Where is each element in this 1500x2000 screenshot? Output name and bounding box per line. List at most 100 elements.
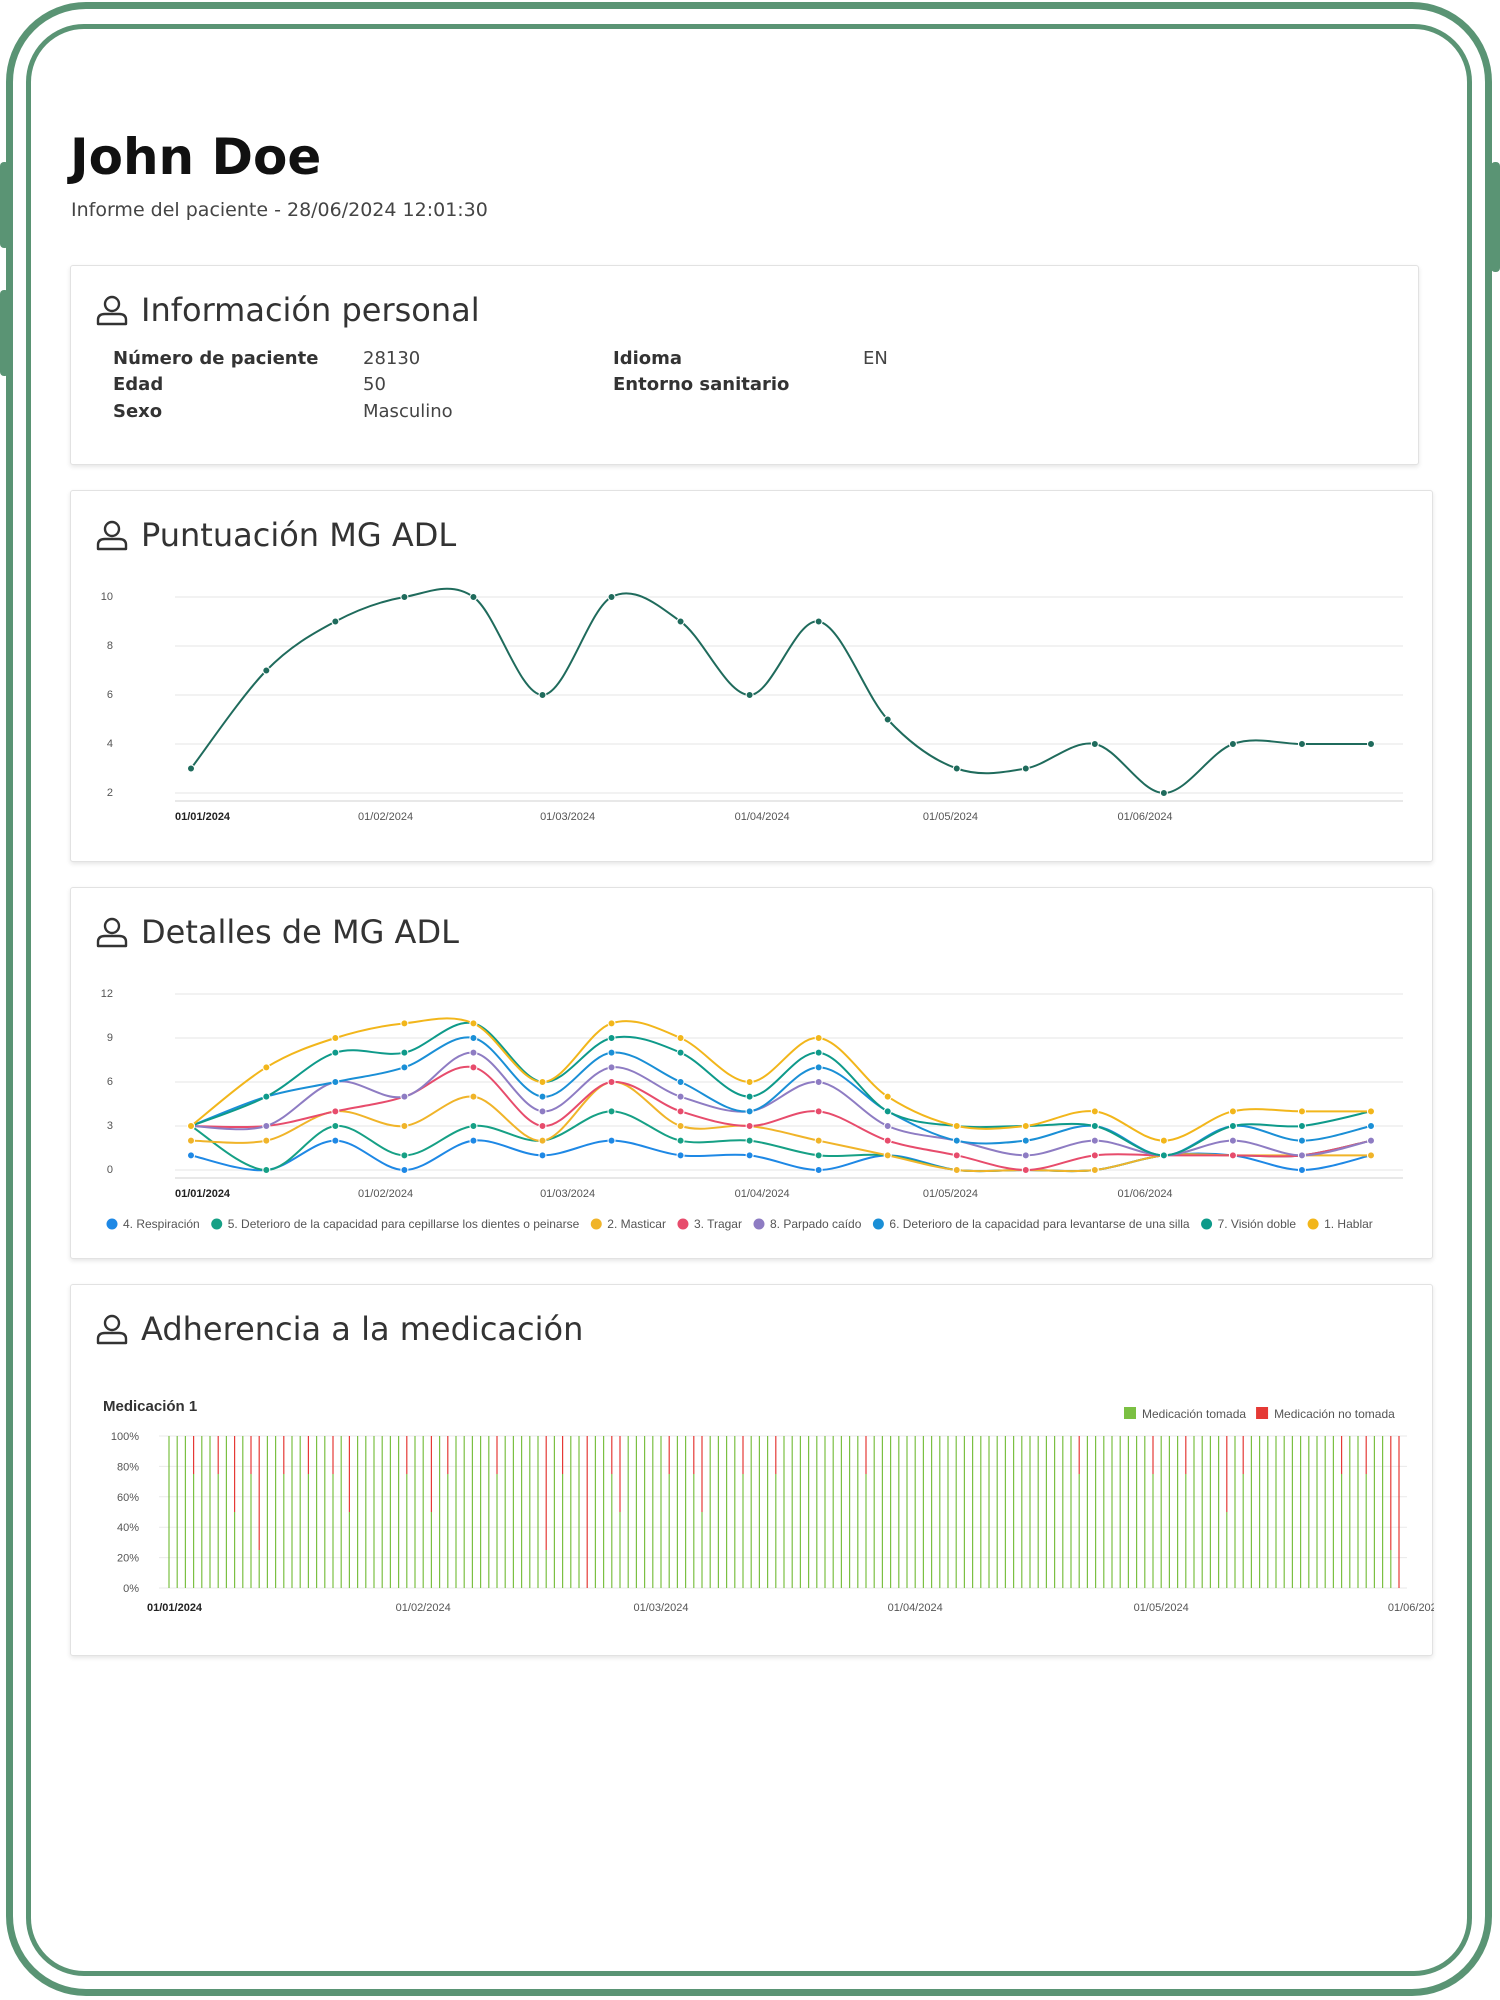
data-point <box>1021 764 1030 773</box>
y-tick-label: 3 <box>107 1120 113 1132</box>
y-tick-label: 10 <box>101 591 113 603</box>
x-tick-label: 01/05/2024 <box>923 1188 978 1200</box>
patient-name: John Doe <box>70 128 322 186</box>
x-tick-label: 01/02/2024 <box>358 811 413 823</box>
data-point <box>745 1136 754 1145</box>
data-point <box>400 1048 409 1057</box>
data-point <box>331 617 340 626</box>
data-point <box>1090 1136 1099 1145</box>
data-point <box>262 1063 271 1072</box>
legend-label: 1. Hablar <box>1324 1217 1373 1231</box>
card-header: Detalles de MG ADL <box>95 912 459 952</box>
y-tick-label: 40% <box>117 1522 139 1534</box>
x-tick-label: 01/01/2024 <box>147 1602 203 1614</box>
data-point <box>400 1151 409 1160</box>
data-point <box>814 1136 823 1145</box>
data-point <box>676 617 685 626</box>
data-point <box>1159 789 1168 797</box>
x-tick-label: 01/03/2024 <box>633 1602 688 1614</box>
legend-swatch <box>590 1218 602 1230</box>
series-line <box>190 1017 1371 1142</box>
mg-adl-score-chart: 2 4 6 8 10 01/01/2024 01/02/2024 01/03/2024 01/0… <box>101 587 1403 823</box>
info-row: Sexo Masculino <box>113 401 1013 427</box>
data-point <box>538 1078 547 1086</box>
card-header: Información personal <box>95 290 480 330</box>
data-point <box>331 1136 340 1145</box>
data-point <box>745 1151 754 1160</box>
data-point <box>607 593 616 601</box>
data-point <box>676 1151 685 1160</box>
data-point <box>952 1136 961 1145</box>
card-title: Puntuación MG ADL <box>141 516 457 554</box>
info-label-language: Idioma <box>613 348 683 369</box>
data-point <box>1228 1136 1237 1145</box>
data-point <box>400 1166 409 1174</box>
data-point <box>1367 740 1375 748</box>
data-point <box>187 1136 195 1145</box>
legend-swatch <box>1124 1407 1136 1419</box>
y-tick-label: 0% <box>123 1583 139 1595</box>
y-tick-label: 80% <box>117 1461 139 1473</box>
data-point <box>1228 740 1237 748</box>
data-point <box>676 1078 685 1086</box>
data-point <box>1228 1151 1237 1160</box>
data-point <box>1367 1107 1375 1116</box>
data-point <box>814 1078 823 1086</box>
data-point <box>469 1019 478 1028</box>
data-point <box>1228 1122 1237 1130</box>
x-tick-label: 01/04/2024 <box>735 1188 790 1200</box>
legend-swatch <box>1256 1407 1269 1419</box>
card-header: Adherencia a la medicación <box>95 1309 583 1349</box>
data-point <box>745 1122 754 1130</box>
x-tick-label: 01/01/2024 <box>175 811 231 823</box>
info-value-sex: Masculino <box>363 401 453 422</box>
data-point <box>814 1063 823 1072</box>
x-tick-label: 01/01/2024 <box>175 1188 231 1200</box>
x-tick-label: 01/04/2024 <box>735 811 790 823</box>
mg-adl-details-card: Detalles de MG ADL 0 3 6 9 12 01/01/2024 01/02… <box>70 887 1433 1259</box>
data-point <box>331 1122 340 1130</box>
data-point <box>952 764 961 773</box>
medication-adherence-chart: Medicación 1 0% 20% 40% 60% 80% 100% 01/01/2024… <box>103 1398 1434 1614</box>
data-point <box>1021 1151 1030 1160</box>
data-point <box>262 1092 271 1101</box>
data-point <box>400 1122 409 1130</box>
y-tick-label: 6 <box>107 689 113 701</box>
data-point <box>262 1166 271 1174</box>
medication-adherence-card: Adherencia a la medicación Medicación 1 0… <box>70 1284 1434 1656</box>
x-tick-label: 01/06/2024 <box>1118 1188 1173 1200</box>
tablet-frame-outer <box>6 2 1492 1996</box>
info-value-language: EN <box>863 348 888 369</box>
data-point <box>883 1092 892 1101</box>
legend-swatch <box>872 1218 884 1230</box>
x-tick-label: 01/03/2024 <box>540 811 595 823</box>
info-row: Número de paciente 28130 Idioma EN <box>113 348 1013 374</box>
data-point <box>1297 1151 1306 1160</box>
data-point <box>883 1136 892 1145</box>
x-tick-label: 01/05/2024 <box>923 811 978 823</box>
data-point <box>400 1092 409 1101</box>
data-point <box>607 1063 616 1072</box>
data-point <box>469 1034 478 1042</box>
data-point <box>262 1136 271 1145</box>
data-point <box>538 1107 547 1116</box>
data-point <box>676 1034 685 1042</box>
info-label-care-setting: Entorno sanitario <box>613 374 790 395</box>
mg-adl-score-card: Puntuación MG ADL 2 4 6 8 10 01/01/2024 01/02/… <box>70 490 1433 862</box>
mg-adl-details-chart: 0 3 6 9 12 01/01/2024 01/02/2024 01/03/2024 01/0… <box>101 988 1403 1231</box>
legend-swatch <box>211 1218 223 1230</box>
data-point <box>187 1122 195 1130</box>
card-title: Información personal <box>141 291 480 329</box>
data-point <box>814 1048 823 1057</box>
tablet-frame-inner <box>26 24 1472 1976</box>
y-tick-label: 20% <box>117 1553 139 1565</box>
data-point <box>1367 1136 1375 1145</box>
card-title: Adherencia a la medicación <box>141 1310 584 1348</box>
data-point <box>1297 1166 1306 1174</box>
series-line <box>190 1051 1372 1157</box>
legend-label: 7. Visión doble <box>1218 1217 1297 1231</box>
chart-title: Medicación 1 <box>103 1398 197 1415</box>
report-subtitle: Informe del paciente - 28/06/2024 12:01:… <box>71 199 488 221</box>
data-point <box>538 1151 547 1160</box>
data-point <box>331 1048 340 1057</box>
